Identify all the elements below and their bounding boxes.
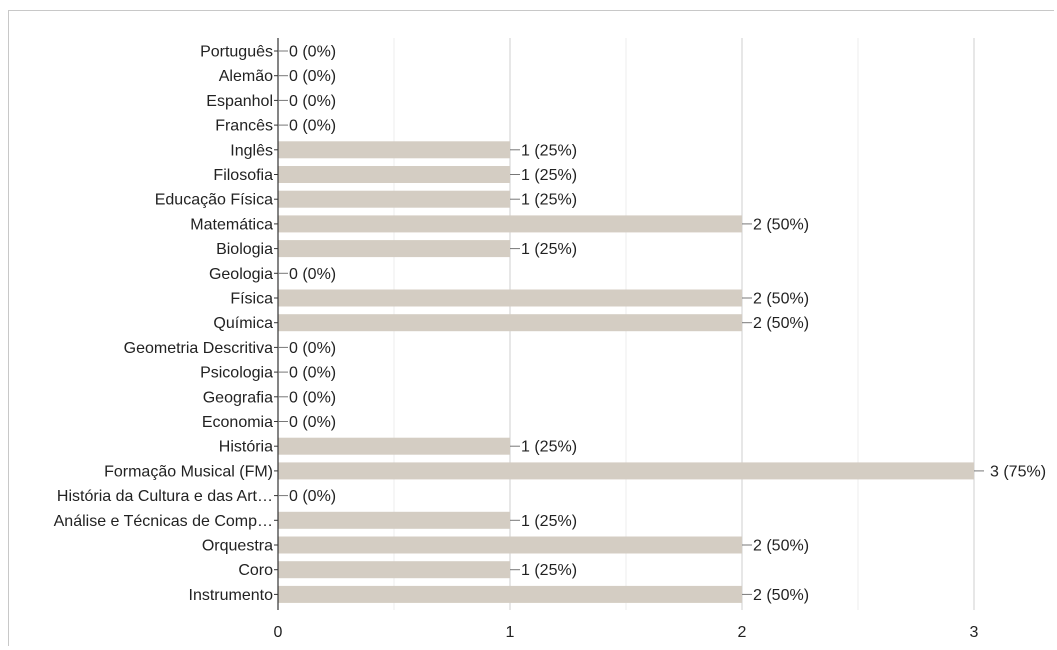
axis-layer: 0 1 2 3 [274, 38, 979, 641]
bar [278, 190, 510, 208]
value-label: 0 (0%) [289, 93, 336, 110]
bar [278, 289, 742, 307]
value-label: 0 (0%) [289, 488, 336, 505]
value-label: 1 (25%) [521, 241, 577, 258]
value-label: 0 (0%) [289, 118, 336, 135]
bars-layer [278, 141, 974, 603]
value-label: 2 (50%) [753, 538, 809, 555]
category-label: Educação Física [155, 192, 273, 209]
x-tick-label: 2 [738, 624, 747, 641]
category-label: Coro [238, 562, 273, 579]
value-label: 2 (50%) [753, 216, 809, 233]
value-label: 1 (25%) [521, 439, 577, 456]
category-label: Geografia [203, 389, 273, 406]
category-label: Francês [215, 118, 273, 135]
chart-frame [8, 10, 1054, 646]
value-label: 0 (0%) [289, 414, 336, 431]
category-label: Orquestra [202, 538, 273, 555]
category-label: Física [230, 291, 273, 308]
bar [278, 314, 742, 332]
x-tick-label: 1 [506, 624, 515, 641]
category-label: Instrumento [189, 587, 274, 604]
category-label: Geologia [209, 266, 273, 283]
value-label: 0 (0%) [289, 44, 336, 61]
x-tick-label: 0 [274, 624, 283, 641]
bar [278, 536, 742, 554]
value-label: 0 (0%) [289, 266, 336, 283]
bar [278, 561, 510, 579]
category-label: Geometria Descritiva [124, 340, 273, 357]
category-label: Matemática [190, 216, 273, 233]
value-label: 0 (0%) [289, 389, 336, 406]
labels-layer: Português 0 (0%) Alemão 0 (0%) Espanhol 0 (0%… [54, 44, 1046, 604]
x-tick-label: 3 [970, 624, 979, 641]
bar [278, 462, 974, 480]
bar [278, 215, 742, 233]
value-label: 2 (50%) [753, 291, 809, 308]
category-label: Formação Musical (FM) [104, 463, 273, 480]
bar [278, 166, 510, 183]
value-label: 1 (25%) [521, 513, 577, 530]
value-label: 2 (50%) [753, 315, 809, 332]
value-label: 1 (25%) [521, 142, 577, 159]
value-label: 0 (0%) [289, 365, 336, 382]
category-label: Biologia [216, 241, 273, 258]
category-label: Alemão [219, 68, 273, 85]
bar [278, 511, 510, 529]
category-label: História da Cultura e das Art… [57, 488, 273, 505]
bar [278, 240, 510, 258]
category-label: História [219, 439, 273, 456]
category-label: Filosofia [213, 167, 273, 184]
value-label: 1 (25%) [521, 167, 577, 184]
value-label: 2 (50%) [753, 587, 809, 604]
bar [278, 437, 510, 455]
category-label: Português [200, 44, 273, 61]
bar [278, 141, 510, 159]
bar [278, 585, 742, 603]
value-label: 0 (0%) [289, 340, 336, 357]
category-label: Química [213, 315, 273, 332]
value-label: 1 (25%) [521, 562, 577, 579]
category-label: Espanhol [206, 93, 273, 110]
category-label: Análise e Técnicas de Comp… [54, 513, 273, 530]
category-label: Inglês [230, 142, 273, 159]
value-label: 0 (0%) [289, 68, 336, 85]
category-label: Economia [202, 414, 273, 431]
value-label: 3 (75%) [990, 463, 1046, 480]
category-label: Psicologia [200, 365, 273, 382]
value-label: 1 (25%) [521, 192, 577, 209]
